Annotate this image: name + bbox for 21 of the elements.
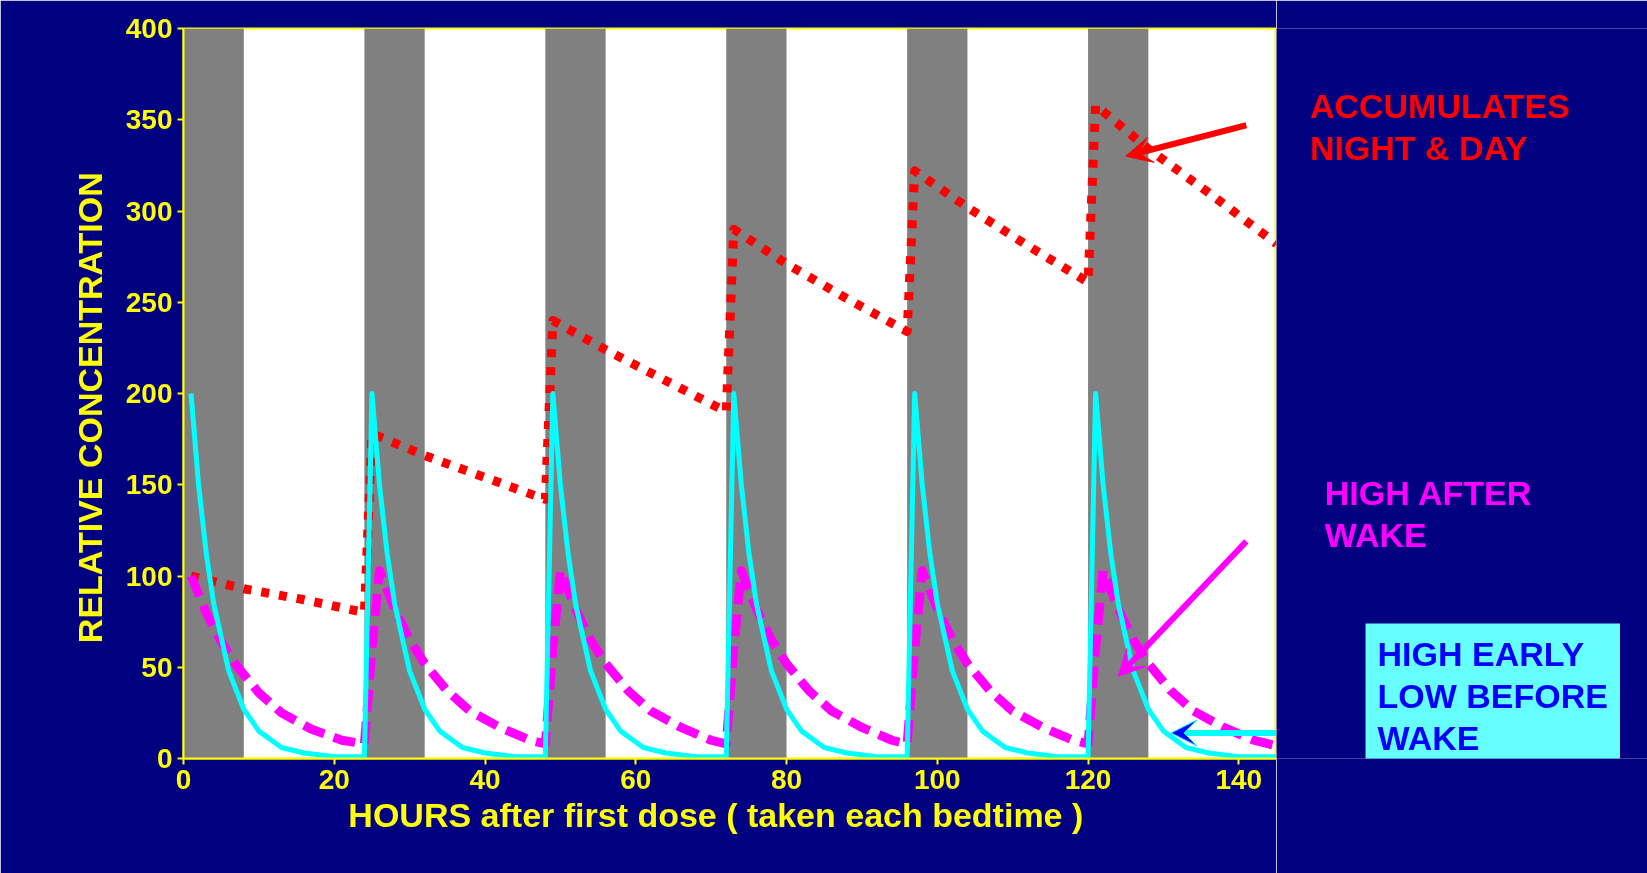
y-tick-label: 150 — [125, 469, 173, 501]
y-tick-label: 100 — [125, 560, 173, 592]
text: HIGH AFTER WAKE — [1324, 473, 1532, 554]
y-tick-label: 400 — [125, 13, 173, 44]
y-tick-label: 200 — [125, 378, 173, 409]
x-tick-label: 20 — [318, 763, 350, 795]
x-tick-label: 100 — [913, 763, 961, 795]
y-tick-label: 250 — [125, 286, 173, 318]
y-tick-label: 300 — [125, 195, 173, 227]
text: HIGH EARLY LOW BEFORE WAKE — [1377, 635, 1608, 758]
x-tick-label: 40 — [469, 763, 501, 795]
y-tick-label: 350 — [125, 104, 173, 136]
x-tick-label: 80 — [770, 763, 803, 795]
x-tick-label: 120 — [1064, 763, 1112, 795]
x-tick-label: 60 — [620, 763, 652, 795]
text: ACCUMULATES NIGHT & DAY — [1309, 86, 1570, 167]
y-tick-label: 0 — [156, 743, 173, 774]
y-axis-title: RELATIVE CONCENTRATION — [70, 172, 109, 644]
x-tick-label: 140 — [1215, 763, 1263, 795]
x-axis-title: HOURS after first dose ( taken each bedtime ) — [348, 795, 1084, 834]
y-tick-label: 50 — [141, 651, 173, 683]
